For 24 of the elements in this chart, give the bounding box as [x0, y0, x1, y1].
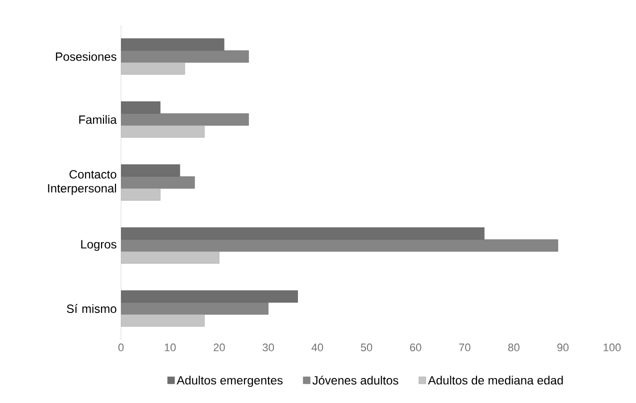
y-tick-label: Sí mismo: [66, 304, 116, 313]
legend-label: Jóvenes adultos: [312, 376, 398, 385]
x-tick-label: 80: [508, 344, 520, 352]
x-tick-label: 90: [557, 344, 569, 352]
bar: [120, 176, 195, 189]
y-tick-label: Familia: [79, 115, 117, 124]
bar: [120, 239, 558, 252]
y-tick-label: Posesiones: [56, 52, 116, 61]
x-tick-label: 70: [459, 344, 470, 352]
x-tick-label: 0: [118, 344, 124, 352]
x-tick-label: 50: [360, 344, 372, 352]
y-tick-label: Contacto Interpersonal: [48, 170, 116, 195]
y-tick-label: Logros: [81, 240, 116, 251]
bar: [120, 113, 249, 126]
x-tick-label: 20: [214, 344, 225, 352]
x-tick-label: 30: [262, 344, 274, 352]
x-tick-label: 40: [312, 344, 324, 352]
x-tick-label: 60: [410, 344, 422, 352]
bar: [120, 50, 249, 63]
bar: [120, 302, 268, 315]
legend-label: Adultos de mediana edad: [428, 376, 563, 385]
x-tick-label: 10: [164, 344, 176, 352]
x-tick-label: 100: [604, 344, 621, 352]
legend-label: Adultos emergentes: [176, 376, 283, 387]
